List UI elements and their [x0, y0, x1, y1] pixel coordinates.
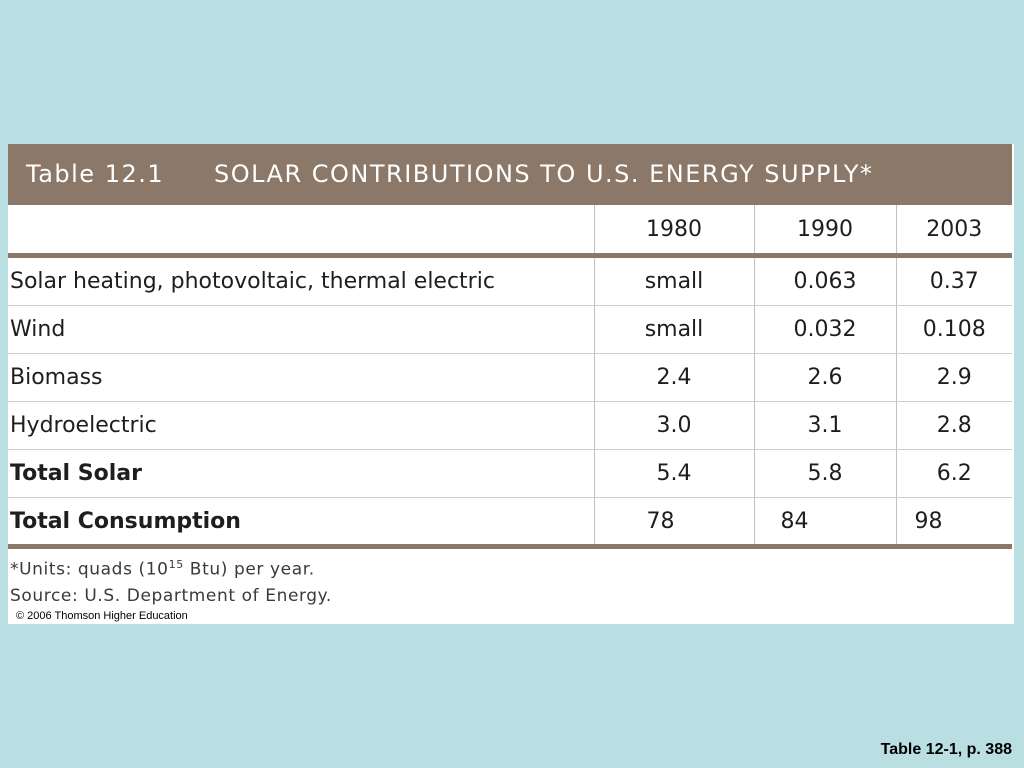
cell-value: 5.4 — [593, 449, 754, 498]
table-header-row: 1980 1990 2003 — [8, 205, 1012, 258]
cell-value: small — [593, 255, 754, 306]
copyright-notice: © 2006 Thomson Higher Education — [16, 610, 188, 622]
units-note-prefix: *Units: quads (10 — [10, 559, 169, 580]
cell-value: 3.1 — [753, 401, 896, 450]
energy-table-card: Table 12.1 SOLAR CONTRIBUTIONS TO U.S. E… — [8, 144, 1014, 624]
table-row: Hydroelectric 3.0 3.1 2.8 — [8, 401, 1012, 450]
row-label: Total Solar — [8, 449, 594, 498]
table-row: Solar heating, photovoltaic, thermal ele… — [8, 255, 1012, 306]
row-label: Hydroelectric — [8, 401, 594, 450]
column-header-2003: 2003 — [895, 205, 1012, 258]
row-label: Wind — [8, 305, 594, 354]
cell-value: small — [593, 305, 754, 354]
cell-value: 2.9 — [895, 353, 1012, 402]
cell-value: 5.8 — [753, 449, 896, 498]
table-row: Biomass 2.4 2.6 2.9 — [8, 353, 1012, 402]
cell-value: 2.6 — [753, 353, 896, 402]
row-label: Total Consumption — [8, 497, 594, 549]
row-label: Solar heating, photovoltaic, thermal ele… — [8, 255, 594, 306]
energy-table: 1980 1990 2003 Solar heating, photovolta… — [8, 205, 1012, 549]
cell-value: 84 — [753, 497, 896, 549]
table-row: Wind small 0.032 0.108 — [8, 305, 1012, 354]
table-title: SOLAR CONTRIBUTIONS TO U.S. ENERGY SUPPL… — [214, 160, 874, 188]
column-header-1990: 1990 — [753, 205, 896, 258]
header-blank-cell — [8, 205, 594, 258]
table-label: Table 12.1 — [26, 160, 165, 188]
table-title-bar: Table 12.1 SOLAR CONTRIBUTIONS TO U.S. E… — [8, 144, 1012, 205]
cell-value: 6.2 — [895, 449, 1012, 498]
source-note: Source: U.S. Department of Energy. — [10, 585, 332, 606]
cell-value: 0.37 — [895, 255, 1012, 306]
cell-value: 98 — [895, 497, 1012, 549]
column-header-1980: 1980 — [593, 205, 754, 258]
cell-value: 0.032 — [753, 305, 896, 354]
slide-caption: Table 12-1, p. 388 — [880, 741, 1012, 758]
cell-value: 0.063 — [753, 255, 896, 306]
cell-value: 0.108 — [895, 305, 1012, 354]
cell-value: 78 — [593, 497, 754, 549]
table-footnotes: *Units: quads (1015 Btu) per year. Sourc… — [10, 552, 332, 609]
table-row-total-consumption: Total Consumption 78 84 98 — [8, 497, 1012, 549]
units-note-suffix: Btu) per year. — [183, 559, 315, 580]
cell-value: 2.4 — [593, 353, 754, 402]
units-note-exponent: 15 — [168, 558, 184, 571]
cell-value: 2.8 — [895, 401, 1012, 450]
units-note: *Units: quads (1015 Btu) per year. — [10, 552, 332, 583]
table-row-total-solar: Total Solar 5.4 5.8 6.2 — [8, 449, 1012, 498]
cell-value: 3.0 — [593, 401, 754, 450]
row-label: Biomass — [8, 353, 594, 402]
